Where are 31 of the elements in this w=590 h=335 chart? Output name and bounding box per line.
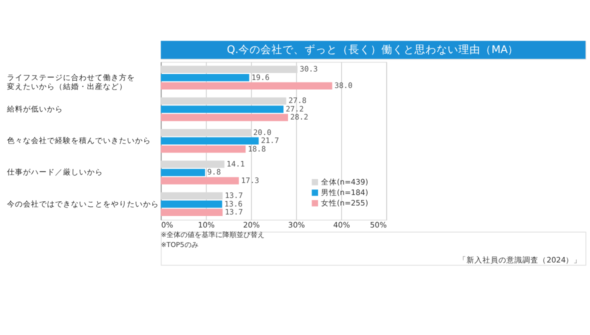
x-tick-label: 50% [370,220,387,230]
data-label: 9.8 [207,168,222,177]
x-tick-label: 30% [288,220,305,230]
text: 「新入社員の意識調査（2024）」 [458,256,582,265]
data-label: 38.0 [334,81,354,90]
data-label: 28.2 [290,112,308,122]
legend-label: 全体(n=439) [320,177,368,186]
data-label: 30.3 [300,64,318,74]
data-label: 14.1 [226,160,245,168]
data-label: 27.8 [288,96,308,106]
data-label: 27.2 [286,104,304,114]
y-tick-label: 色々な会社で経験を積んでいきたいから [7,136,152,146]
x-tick-label: 20% [243,220,260,230]
x-tick-label: 10% [198,220,215,230]
x-tick-label: 0% [161,220,174,230]
data-label: 13.7 [224,191,243,200]
legend-label: 男性(n=184) [320,188,368,197]
y-tick-label: 仕事がハード／厳しいから [7,168,104,177]
x-tick-label: 40% [333,220,350,230]
data-label: 18.8 [248,144,266,154]
y-tick-label: 給料が低いから [6,104,64,114]
data-label: 13.7 [224,208,243,217]
data-label: 20.0 [253,128,272,137]
y-tick-label: 今の会社ではできないことをやりたいから [7,199,160,208]
data-label: 19.6 [251,72,270,82]
data-label: 17.3 [241,176,260,185]
y-tick-label: ライフステージに合わせて働き方を変えたいから（結婚・出産など） [7,72,136,91]
legend-label: 女性(n=255) [320,198,368,208]
chart-title: Q.今の会社で、ずっと（長く）働くと思わない理由（MA） [226,42,519,56]
data-label: 13.6 [224,199,243,208]
data-label: 21.7 [260,136,280,146]
